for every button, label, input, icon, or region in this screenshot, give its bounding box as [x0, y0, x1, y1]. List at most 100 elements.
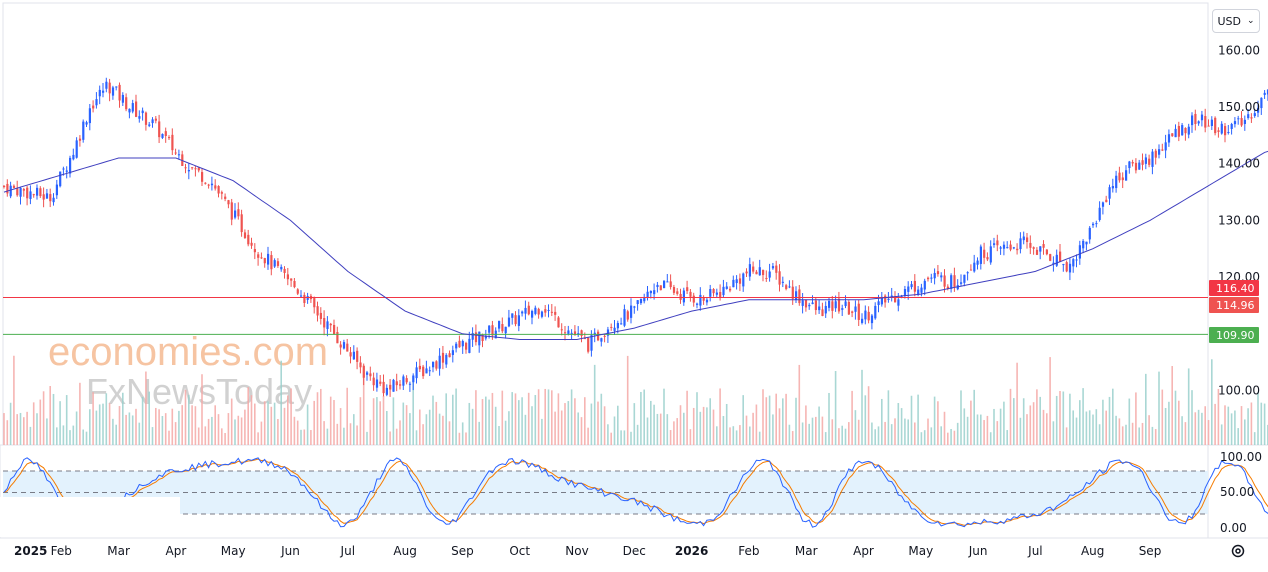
candle-body — [339, 344, 342, 348]
volume-bar — [428, 409, 431, 445]
volume-bar — [1191, 390, 1193, 445]
candle-body — [1065, 262, 1068, 272]
candle-body — [1220, 123, 1223, 134]
volume-bar — [260, 421, 263, 445]
candle-body — [1164, 142, 1167, 151]
volume-bar — [844, 428, 847, 445]
candle-body — [705, 299, 709, 303]
candle-body — [220, 192, 223, 194]
settings-button[interactable] — [1228, 541, 1248, 561]
volume-bar — [438, 413, 441, 445]
candle-body — [976, 260, 979, 265]
candle-body — [168, 137, 171, 139]
volume-bar — [1052, 421, 1055, 445]
candle-body — [323, 318, 326, 328]
candle-body — [55, 184, 58, 196]
candle-body — [1217, 130, 1220, 132]
volume-bar — [131, 415, 134, 445]
candle-body — [481, 334, 484, 342]
volume-bar — [339, 408, 342, 445]
candle-body — [1200, 114, 1204, 121]
volume-bar — [570, 389, 573, 445]
candle-body — [517, 315, 520, 326]
candle-body — [504, 326, 507, 334]
candle-body — [550, 311, 553, 313]
volume-bar — [514, 393, 517, 445]
candle-body — [1098, 207, 1101, 220]
volume-bar — [280, 360, 282, 445]
candle-body — [484, 335, 487, 339]
volume-bar — [640, 391, 642, 445]
candle-body — [983, 249, 986, 258]
candle-body — [187, 170, 190, 172]
volume-bar — [1069, 393, 1071, 445]
time-tick-label: May — [221, 544, 246, 558]
candle-body — [1134, 162, 1138, 171]
price-tag-label: 114.96 — [1216, 299, 1255, 312]
candle-body — [808, 304, 811, 307]
candle-body — [946, 286, 949, 289]
candle-body — [105, 81, 108, 89]
candle-body — [85, 122, 88, 125]
volume-bar — [838, 428, 840, 445]
volume-bar — [953, 430, 956, 445]
candle-body — [458, 340, 461, 348]
volume-bar — [739, 425, 741, 445]
volume-bar — [666, 414, 669, 445]
volume-bar — [762, 389, 764, 445]
candle-body — [379, 381, 382, 384]
candle-body — [867, 311, 870, 321]
candle-body — [712, 289, 715, 294]
candle-body — [276, 261, 280, 266]
price-tick-label: 160.00 — [1218, 43, 1260, 57]
candle-body — [511, 313, 514, 318]
candle-body — [45, 193, 49, 199]
currency-selector[interactable]: USD ⌄ — [1212, 9, 1260, 33]
time-tick-label: Jul — [340, 544, 355, 558]
volume-bar — [277, 418, 279, 445]
volume-bar — [105, 393, 108, 445]
candle-body — [824, 305, 827, 314]
volume-bar — [1244, 419, 1246, 445]
volume-bar — [207, 418, 210, 445]
candle-body — [507, 317, 511, 327]
candle-body — [1214, 117, 1217, 134]
volume-bar — [481, 399, 484, 445]
volume-bar — [864, 395, 867, 445]
candle-body — [52, 197, 55, 203]
candle-body — [666, 281, 669, 283]
volume-bar — [168, 430, 170, 445]
candle-body — [230, 202, 233, 220]
candle-body — [580, 330, 583, 336]
volume-bar — [346, 387, 348, 445]
volume-bar — [85, 431, 88, 445]
candle-body — [564, 332, 567, 334]
candle-body — [1012, 247, 1015, 249]
volume-bar — [250, 395, 253, 445]
candle-body — [735, 279, 738, 284]
candle-body — [1055, 254, 1058, 266]
volume-bar — [366, 431, 368, 445]
volume-bar — [1240, 406, 1243, 445]
volume-bar — [155, 407, 157, 445]
volume-bar — [755, 404, 758, 445]
candle-body — [963, 274, 966, 283]
time-tick-label: Aug — [393, 544, 416, 558]
volume-bar — [1217, 388, 1220, 445]
candle-body — [204, 182, 207, 184]
candle-body — [593, 332, 596, 335]
volume-bar — [673, 421, 675, 445]
volume-bar — [128, 412, 131, 445]
candle-body — [715, 292, 718, 295]
time-tick-label: Sep — [451, 544, 474, 558]
candle-body — [356, 350, 359, 362]
volume-bar — [62, 425, 65, 445]
candle-body — [92, 105, 95, 109]
volume-bar — [782, 398, 784, 445]
volume-bar — [805, 405, 807, 445]
volume-bar — [49, 385, 51, 445]
candle-body — [917, 289, 920, 295]
candle-body — [385, 387, 388, 395]
candle-body — [224, 196, 227, 199]
